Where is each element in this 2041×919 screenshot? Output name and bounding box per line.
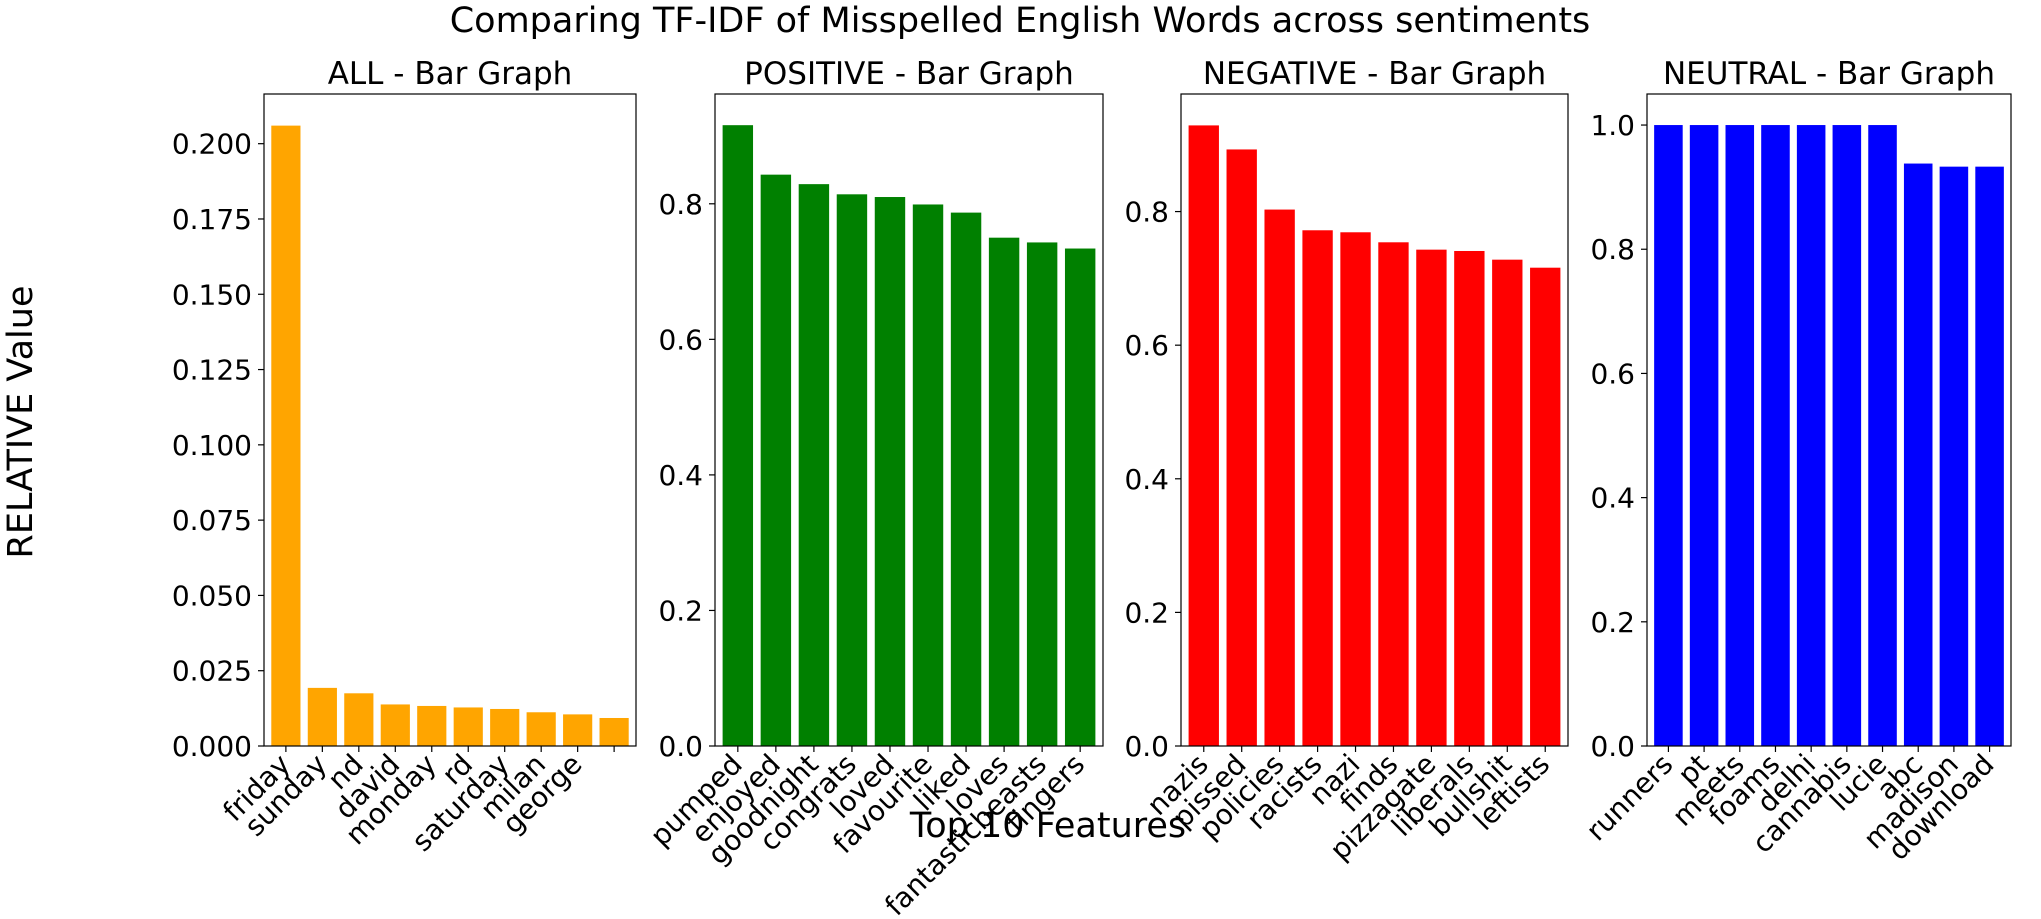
bar-8 bbox=[1903, 163, 1933, 747]
y-tick-label: 0.6 bbox=[658, 323, 703, 356]
bar-6 bbox=[912, 204, 944, 747]
y-tick-label: 0.6 bbox=[1590, 357, 1635, 390]
bar-7 bbox=[490, 708, 520, 746]
bar-2 bbox=[1689, 125, 1719, 747]
bar-3 bbox=[1725, 125, 1755, 747]
y-tick-label: 1.0 bbox=[1590, 109, 1635, 142]
figure-ylabel: RELATIVE Value bbox=[1, 286, 41, 559]
bar-1 bbox=[1188, 125, 1219, 746]
bar-10 bbox=[1530, 267, 1561, 746]
bar-5 bbox=[1340, 232, 1371, 746]
y-tick-label: 0.025 bbox=[172, 655, 252, 688]
bar-9 bbox=[1026, 242, 1058, 746]
bar-2 bbox=[307, 687, 337, 746]
subplot-title: NEUTRAL - Bar Graph bbox=[1663, 56, 1995, 92]
y-tick-label: 0.6 bbox=[1124, 329, 1169, 362]
bar-4 bbox=[380, 704, 410, 746]
bar-3 bbox=[344, 693, 374, 746]
y-tick-label: 0.0 bbox=[658, 730, 703, 763]
bar-8 bbox=[526, 712, 556, 746]
subplot-title: ALL - Bar Graph bbox=[328, 56, 573, 92]
bar-8 bbox=[1454, 250, 1485, 747]
bar-4 bbox=[836, 194, 868, 746]
axes-frame bbox=[1646, 93, 2012, 747]
y-tick-label: 0.000 bbox=[172, 730, 252, 763]
subplot-2: POSITIVE - Bar Graphpumpedenjoyedgoodnig… bbox=[644, 56, 1104, 919]
bar-5 bbox=[417, 705, 447, 746]
axes-frame bbox=[714, 93, 1104, 747]
bar-9 bbox=[1492, 259, 1523, 746]
bar-10 bbox=[1975, 166, 2004, 746]
y-tick-label: 0.200 bbox=[172, 128, 252, 161]
bar-5 bbox=[874, 197, 906, 746]
y-tick-label: 0.0 bbox=[1124, 730, 1169, 763]
bar-9 bbox=[563, 714, 593, 746]
subplot-3: NEGATIVE - Bar Graphnazispissedpoliciesr… bbox=[1124, 56, 1569, 867]
bar-6 bbox=[1832, 125, 1862, 747]
bar-10 bbox=[599, 717, 629, 746]
bar-4 bbox=[1302, 230, 1333, 746]
subplot-panels: ALL - Bar Graphfridaysundaynddavidmonday… bbox=[172, 56, 2012, 919]
bar-7 bbox=[1416, 249, 1447, 746]
figure-xlabel: Top 10 Features bbox=[909, 806, 1186, 846]
y-tick-label: 0.050 bbox=[172, 579, 252, 612]
bar-6 bbox=[1378, 242, 1409, 747]
y-tick-label: 0.2 bbox=[1590, 606, 1635, 639]
y-tick-label: 0.4 bbox=[1590, 482, 1635, 515]
bar-2 bbox=[1226, 149, 1257, 746]
bar-4 bbox=[1761, 125, 1790, 747]
y-tick-label: 0.150 bbox=[172, 278, 252, 311]
subplot-title: NEGATIVE - Bar Graph bbox=[1203, 56, 1546, 92]
y-tick-label: 0.8 bbox=[1124, 196, 1169, 229]
figure-suptitle: Comparing TF-IDF of Misspelled English W… bbox=[450, 1, 1591, 41]
y-tick-label: 0.4 bbox=[1124, 463, 1169, 496]
bar-10 bbox=[1064, 248, 1096, 746]
y-tick-label: 0.8 bbox=[658, 188, 703, 221]
y-tick-label: 0.075 bbox=[172, 504, 252, 537]
y-tick-label: 0.8 bbox=[1590, 233, 1635, 266]
y-tick-label: 0.175 bbox=[172, 203, 252, 236]
bar-5 bbox=[1796, 125, 1826, 747]
subplot-4: NEUTRAL - Bar Graphrunnersptmeetsfoamsde… bbox=[1580, 56, 2012, 867]
bar-6 bbox=[453, 707, 483, 746]
y-tick-label: 0.4 bbox=[658, 459, 703, 492]
axes-frame bbox=[1180, 93, 1569, 747]
y-tick-label: 0.2 bbox=[1124, 596, 1169, 629]
bar-1 bbox=[722, 125, 754, 747]
y-tick-label: 0.125 bbox=[172, 354, 252, 387]
bar-2 bbox=[760, 174, 792, 746]
bar-7 bbox=[1868, 125, 1897, 747]
bar-3 bbox=[798, 184, 830, 746]
subplot-1: ALL - Bar Graphfridaysundaynddavidmonday… bbox=[172, 56, 637, 858]
axes-frame bbox=[263, 93, 637, 747]
y-tick-label: 0.0 bbox=[1590, 730, 1635, 763]
y-tick-label: 0.100 bbox=[172, 429, 252, 462]
bar-3 bbox=[1264, 209, 1295, 746]
bar-1 bbox=[271, 125, 301, 747]
bar-7 bbox=[950, 212, 982, 747]
subplot-title: POSITIVE - Bar Graph bbox=[744, 56, 1074, 92]
bar-9 bbox=[1939, 166, 1969, 746]
bar-1 bbox=[1654, 125, 1683, 747]
bar-8 bbox=[988, 237, 1020, 746]
y-tick-label: 0.2 bbox=[658, 594, 703, 627]
